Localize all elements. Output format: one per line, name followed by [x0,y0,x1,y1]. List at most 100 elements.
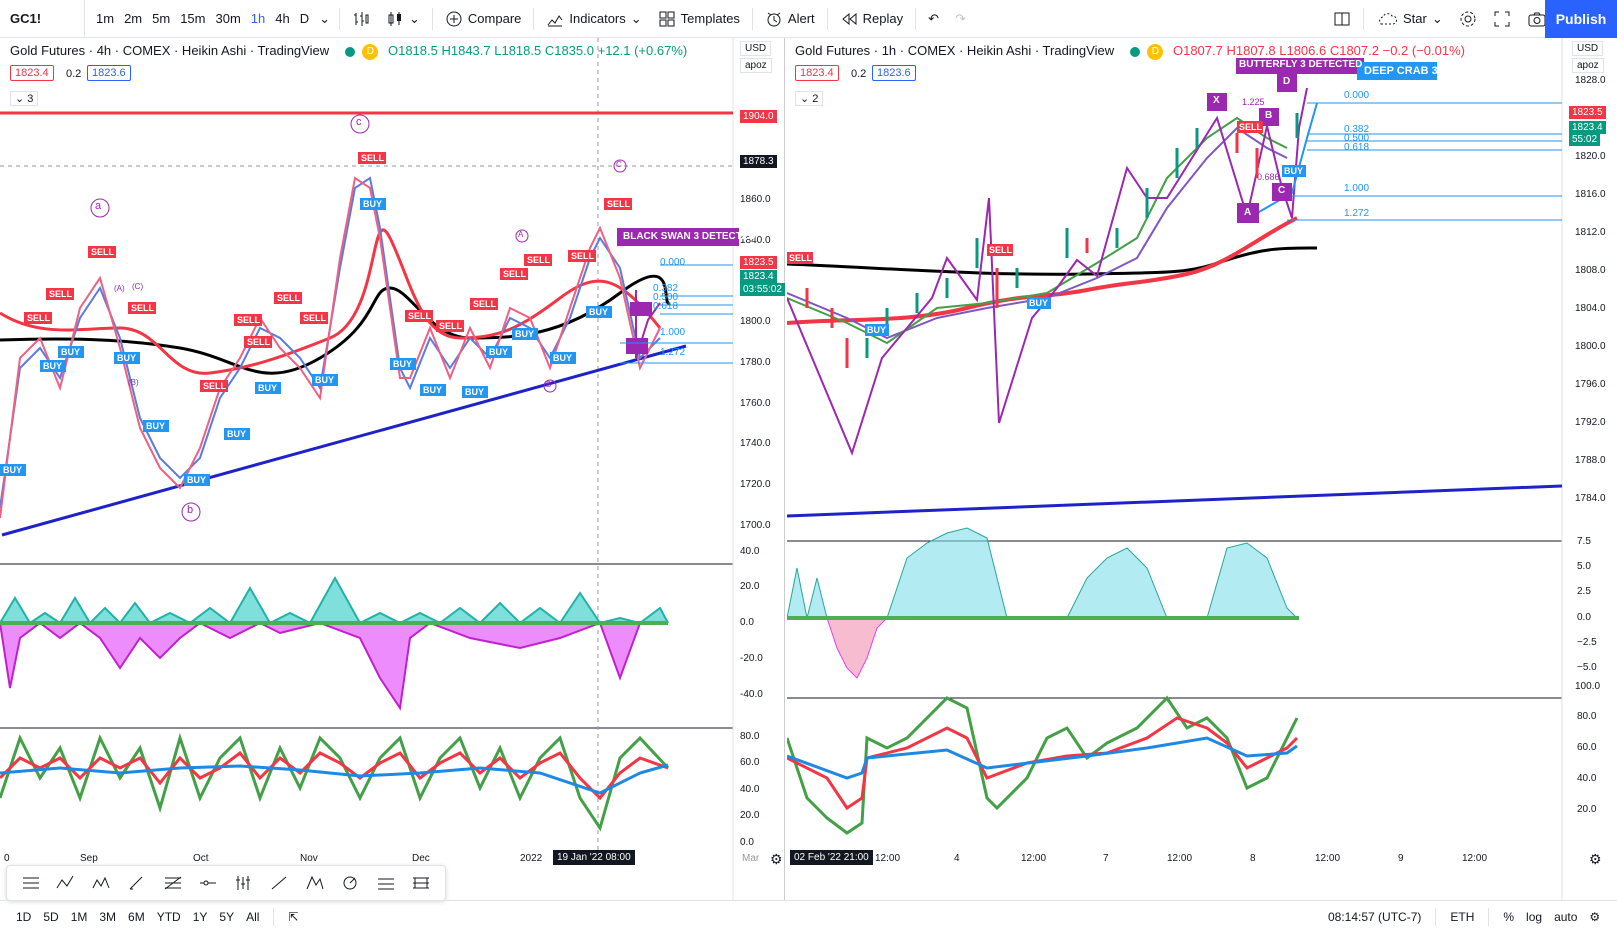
chevron-down-icon[interactable]: ⌄ [319,10,331,26]
divider [915,7,917,30]
right-scale-select[interactable]: apoz [1572,58,1604,73]
range-1y[interactable]: 1Y [192,909,208,924]
price-tick: 1800.0 [740,316,771,327]
right-indicators-toggle[interactable]: ⌄ 2 [795,91,824,106]
compare-button[interactable]: Compare [437,0,529,38]
range-3m[interactable]: 3M [99,909,117,924]
fib-retracement-icon[interactable] [160,870,186,896]
cycle-icon[interactable] [337,870,363,896]
range-all[interactable]: All [246,909,260,924]
right-ask-button[interactable]: 1823.6 [872,65,916,81]
left-ask-button[interactable]: 1823.6 [87,65,131,81]
svg-text:BUY: BUY [489,347,508,357]
brush-icon[interactable] [124,870,150,896]
divider [533,7,535,30]
undo-button[interactable]: ↶ [920,0,947,38]
left-currency-select[interactable]: USD [740,41,772,56]
symbol-search[interactable]: GC1! [0,0,85,38]
auto-toggle[interactable]: auto [1554,909,1578,924]
interval-15m[interactable]: 15m [180,10,206,26]
svg-text:BUY: BUY [423,385,442,395]
horizontal-ray-icon[interactable] [195,870,221,896]
osc2-tick: 40.0 [1577,773,1597,784]
interval-2m[interactable]: 2m [124,10,143,26]
pattern-point-d: D [1283,76,1291,87]
screenshot-button[interactable] [1519,0,1555,38]
svg-text:BUY: BUY [117,353,136,363]
range-1d[interactable]: 1D [16,909,32,924]
range-5y[interactable]: 5Y [219,909,235,924]
goto-date-button[interactable]: ⇱ [282,910,304,924]
right-bid-button[interactable]: 1823.4 [795,65,839,81]
left-scale-select[interactable]: apoz [740,58,772,73]
session-toggle[interactable]: ETH [1450,909,1475,924]
interval-D[interactable]: D [299,10,310,26]
svg-text:SELL: SELL [277,293,301,303]
range-6m[interactable]: 6M [128,909,145,924]
left-indicators-toggle[interactable]: ⌄ 3 [10,91,39,106]
left-chart-panel[interactable]: SELL SELL SELL SELL SELL SELL SELL SELL … [0,38,785,901]
right-currency-select[interactable]: USD [1572,41,1604,56]
right-chart-panel[interactable]: SELL SELL SELL BUY BUY BUY Gold Futures … [787,38,1617,900]
svg-text:SELL: SELL [473,299,497,309]
layout-button[interactable] [1325,0,1359,38]
price-tick: 1760.0 [740,398,771,409]
right-ohlc: O1807.7 H1807.8 L1806.6 C1807.2 −0.2 (−0… [1172,43,1465,58]
indicators-button[interactable]: Indicators ⌄ [538,0,649,38]
candles-button[interactable]: ⌄ [378,0,428,38]
grid-icon [659,11,675,26]
right-fib-cluster: 0.382 0.500 0.618 [1344,125,1370,153]
left-bid-button[interactable]: 1823.4 [10,65,54,81]
price-tag-red-line: 1904.0 [740,110,777,123]
interval-30m[interactable]: 30m [215,10,241,26]
range-5d[interactable]: 5D [43,909,59,924]
abc-pattern-icon[interactable] [53,870,79,896]
time-tick: Dec [412,853,430,864]
replay-button[interactable]: Replay [832,0,911,38]
fullscreen-button[interactable] [1485,0,1519,38]
settings-button[interactable] [1451,0,1485,38]
svg-text:BUY: BUY [589,307,608,317]
star-button[interactable]: Star ⌄ [1368,0,1451,38]
price-tick: 1820.0 [1575,151,1606,162]
gann-fan-icon[interactable] [408,870,434,896]
wave-label: c [356,116,362,128]
svg-text:SELL: SELL [49,289,73,299]
publish-button[interactable]: Publish [1545,0,1617,38]
range-ytd[interactable]: YTD [156,909,181,924]
elliott-wave-icon[interactable] [89,870,115,896]
osc1-tick: 40.0 [740,546,760,557]
interval-1m[interactable]: 1m [96,10,115,26]
gear-icon[interactable]: ⚙ [1589,851,1602,867]
xabcd-pattern-icon[interactable] [302,870,328,896]
bars-pattern-icon[interactable] [231,870,257,896]
gear-icon[interactable]: ⚙ [770,851,783,867]
wave-label: (C) [132,282,144,291]
right-chart-canvas[interactable]: SELL SELL SELL BUY BUY BUY [787,38,1617,900]
alert-button[interactable]: Alert [757,0,823,38]
time-tick: 8 [1250,853,1256,864]
trend-line-icon[interactable] [266,870,292,896]
osc1-tick: 0.0 [740,617,754,628]
redo-button[interactable]: ↷ [947,0,974,38]
fib-level: 0.500 [1344,133,1370,144]
percent-toggle[interactable]: % [1503,909,1515,924]
left-chart-canvas[interactable]: SELL SELL SELL SELL SELL SELL SELL SELL … [0,38,785,900]
range-1m[interactable]: 1M [70,909,88,924]
time-tick: Oct [193,853,209,864]
wave-label: (A) [114,284,125,293]
fib-channel-icon[interactable] [373,870,399,896]
crosshair-time-tag: 19 Jan '22 08:00 [553,850,635,865]
interval-4h[interactable]: 4h [275,10,290,26]
bar-style-button[interactable] [344,0,378,38]
lines-menu-icon[interactable] [18,870,44,896]
cloud-icon [1379,13,1397,25]
gear-icon[interactable]: ⚙ [1589,909,1601,924]
right-spread: 0.2 [851,68,867,80]
interval-1h[interactable]: 1h [250,10,266,26]
clock[interactable]: 08:14:57 (UTC-7) [1328,909,1422,924]
interval-5m[interactable]: 5m [152,10,171,26]
templates-button[interactable]: Templates [650,0,748,38]
log-toggle[interactable]: log [1526,909,1543,924]
black-swan-label: BLACK SWAN 3 DETECTED [623,231,756,242]
